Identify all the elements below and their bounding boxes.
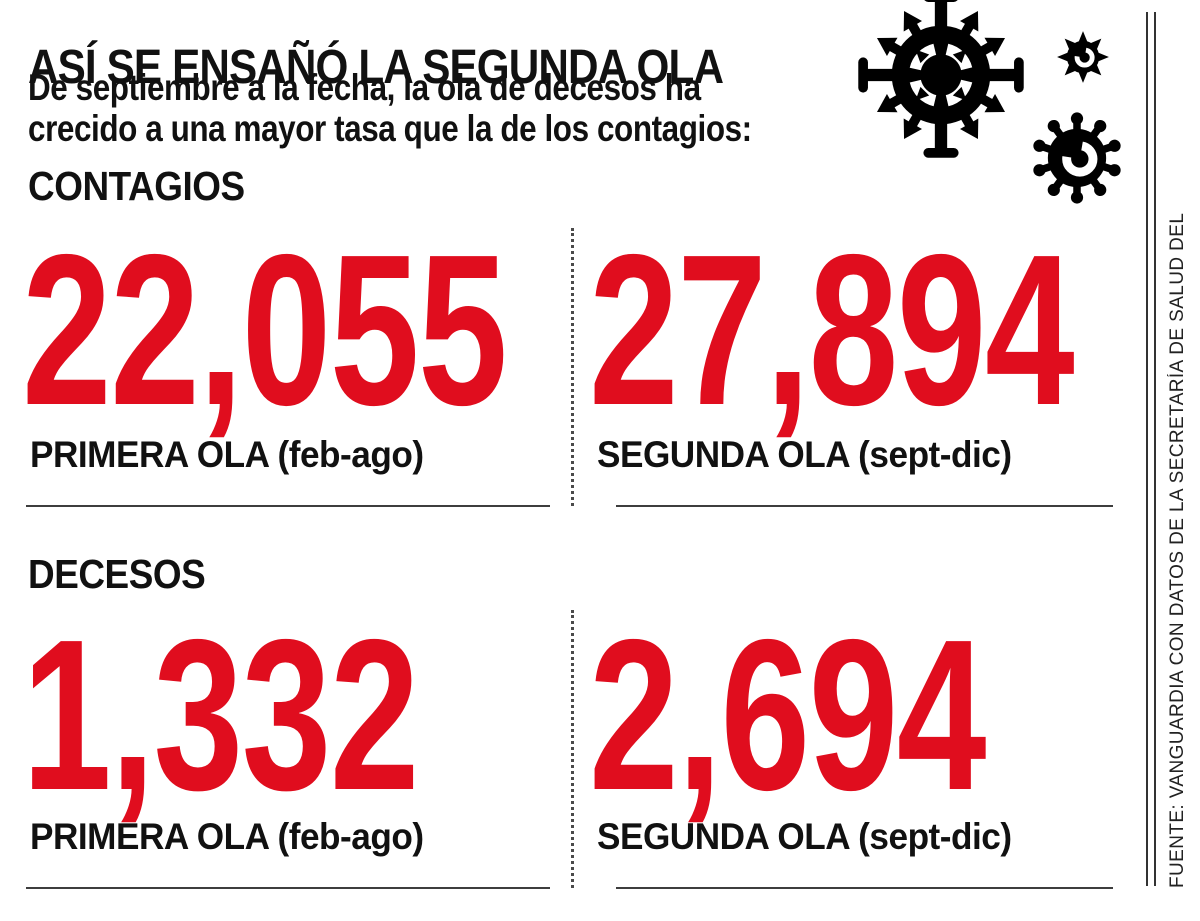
- source-credit: FUENTE: VANGUARDIA CON DATOS DE LA SECRE…: [1167, 213, 1188, 888]
- stat-caption-decesos-segunda-ola: SEGUNDA OLA (sept-dic): [597, 816, 1012, 857]
- stat-caption-contagios-primera-ola: PRIMERA OLA (feb-ago): [30, 434, 424, 475]
- subtitle: De septiembre a la fecha, la ola de dece…: [28, 67, 879, 149]
- right-rail-line-outer: [1154, 12, 1156, 886]
- stat-value-contagios-segunda-ola: 27,894: [589, 209, 1075, 450]
- stat-caption-decesos-primera-ola: PRIMERA OLA (feb-ago): [30, 816, 424, 857]
- section-rule-top-left: [26, 505, 550, 507]
- decesos-column-divider: [571, 610, 574, 888]
- section-label-decesos: DECESOS: [28, 551, 206, 597]
- coronavirus-icon-medium: [1033, 112, 1121, 204]
- section-label-contagios: CONTAGIOS: [28, 163, 245, 209]
- right-rail-line-inner: [1146, 12, 1148, 886]
- page-title-text: ASÍ SE ENSAÑÓ LA SEGUNDA OLA: [28, 41, 724, 95]
- contagios-column-divider: [571, 228, 574, 506]
- stat-value-decesos-segunda-ola: 2,694: [589, 594, 987, 835]
- section-rule-bottom-left: [26, 887, 550, 889]
- stat-value-decesos-primera-ola: 1,332: [22, 594, 420, 835]
- subtitle-line-1: De septiembre a la fecha, la ola de dece…: [28, 67, 701, 108]
- page-title: ASÍ SE ENSAÑÓ LA SEGUNDA OLA: [28, 40, 818, 95]
- stat-value-contagios-primera-ola: 22,055: [22, 209, 508, 450]
- subtitle-line-2: crecido a una mayor tasa que la de los c…: [28, 108, 752, 149]
- section-rule-bottom-right: [616, 887, 1113, 889]
- stat-caption-contagios-segunda-ola: SEGUNDA OLA (sept-dic): [597, 434, 1012, 475]
- section-rule-top-right: [616, 505, 1113, 507]
- coronavirus-icon-small: [1057, 31, 1109, 83]
- coronavirus-icon-large: [858, 0, 1024, 158]
